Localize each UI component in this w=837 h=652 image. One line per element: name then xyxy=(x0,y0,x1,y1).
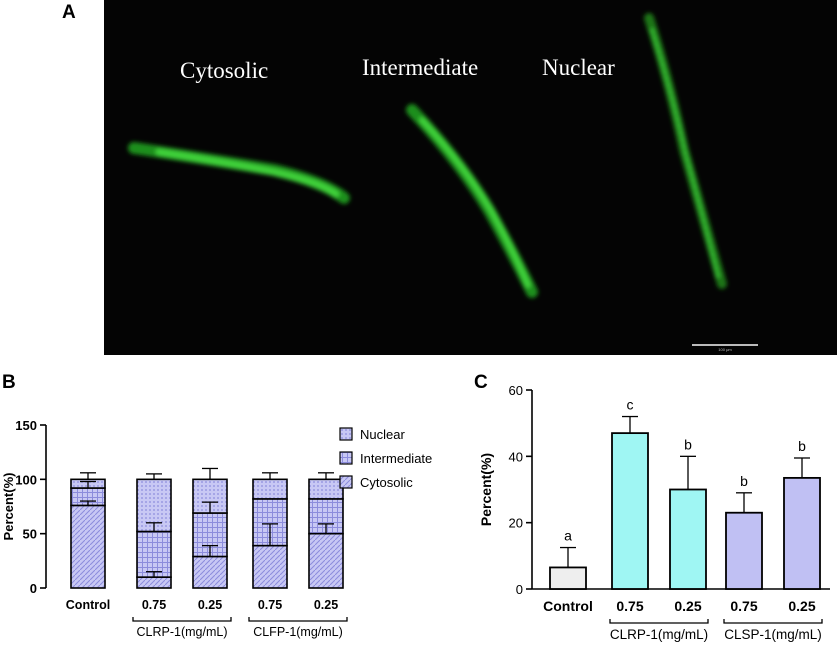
significance-letter: b xyxy=(798,438,806,454)
panel-label-b: B xyxy=(2,372,16,393)
stacked-bar-chart: 0 50 100 150 Percent(%) Control 0.75 0.25 0.75 0.… xyxy=(1,418,432,639)
y-axis-title: Percent(%) xyxy=(1,473,16,541)
x-tick-label: 0.75 xyxy=(616,598,643,614)
bar xyxy=(611,432,649,590)
x-tick-label: 0.25 xyxy=(198,598,222,612)
bar xyxy=(783,476,821,590)
y-axis-title: Percent(%) xyxy=(478,453,494,526)
worm-cytosolic xyxy=(128,142,350,204)
x-tick-label: 0.25 xyxy=(674,598,701,614)
x-tick-label: 0.75 xyxy=(142,598,166,612)
x-tick-label: Control xyxy=(543,598,593,614)
y-tick-label: 50 xyxy=(23,527,37,542)
bar xyxy=(549,566,587,590)
significance-letter: c xyxy=(627,397,634,413)
legend-swatch-cytosolic xyxy=(339,475,353,489)
significance-letter: b xyxy=(684,436,692,452)
group-label: CLSP-1(mg/mL) xyxy=(724,627,822,642)
panel-label-a: A xyxy=(62,2,76,23)
bar-chart: 0 20 40 60 Percent(%) a Control c 0.75 b 0.25 b 0.75… xyxy=(478,383,830,642)
legend-swatch-intermediate xyxy=(339,451,353,465)
bar xyxy=(669,488,707,590)
group-bracket xyxy=(248,617,348,622)
bar xyxy=(725,511,763,590)
legend-label-cytosolic: Cytosolic xyxy=(360,475,413,490)
y-tick-label: 100 xyxy=(15,472,37,487)
group-bracket xyxy=(723,619,823,624)
y-tick-label: 60 xyxy=(509,383,523,398)
x-tick-label: 0.75 xyxy=(730,598,757,614)
bar-segment-cytosolic xyxy=(70,504,106,589)
scale-bar-label: 100 μm xyxy=(718,347,732,352)
bar-segment-intermediate xyxy=(136,530,172,578)
group-label: CLFP-1(mg/mL) xyxy=(253,625,343,639)
legend-label-intermediate: Intermediate xyxy=(360,451,432,466)
group-bracket xyxy=(609,619,709,624)
bar-segment-cytosolic xyxy=(252,544,288,589)
group-bracket xyxy=(132,617,232,622)
x-tick-label: Control xyxy=(66,598,110,612)
bar-segment-cytosolic xyxy=(308,532,344,589)
y-tick-label: 150 xyxy=(15,418,37,433)
group-label: CLRP-1(mg/mL) xyxy=(137,625,228,639)
worm-nuclear xyxy=(644,13,727,289)
group-label: CLRP-1(mg/mL) xyxy=(610,627,708,642)
x-tick-label: 0.25 xyxy=(314,598,338,612)
bar-segment-cytosolic xyxy=(192,555,228,589)
panel-label-c: C xyxy=(474,372,488,393)
y-tick-label: 40 xyxy=(509,449,523,464)
legend-label-nuclear: Nuclear xyxy=(360,427,405,442)
bar-segment-cytosolic xyxy=(136,576,172,589)
y-tick-label: 0 xyxy=(516,582,523,597)
micrograph-label-intermediate: Intermediate xyxy=(362,55,478,80)
worm-intermediate xyxy=(406,104,538,298)
x-tick-label: 0.75 xyxy=(258,598,282,612)
bar-segment-nuclear xyxy=(308,478,344,500)
micrograph-label-cytosolic: Cytosolic xyxy=(180,58,268,83)
y-tick-label: 20 xyxy=(509,516,523,531)
x-tick-label: 0.25 xyxy=(788,598,815,614)
significance-letter: b xyxy=(740,473,748,489)
y-tick-label: 0 xyxy=(30,581,37,596)
legend-swatch-nuclear xyxy=(339,427,353,441)
bar-segment-nuclear xyxy=(252,478,288,500)
fluorescence-micrograph: Cytosolic Intermediate Nuclear 100 μm xyxy=(104,0,837,355)
significance-letter: a xyxy=(564,528,572,544)
micrograph-label-nuclear: Nuclear xyxy=(542,55,615,80)
scale-bar xyxy=(692,344,758,346)
